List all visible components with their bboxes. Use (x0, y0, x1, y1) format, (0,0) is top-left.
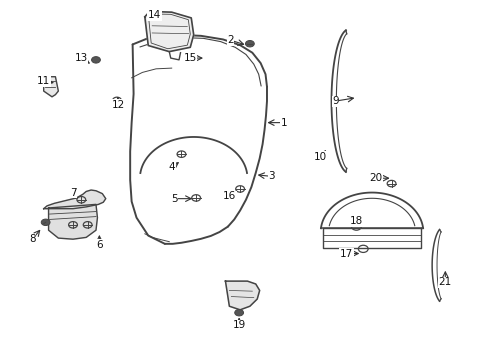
Text: 1: 1 (281, 118, 288, 128)
Text: 14: 14 (148, 10, 161, 20)
Text: 8: 8 (29, 234, 36, 244)
Text: 2: 2 (227, 35, 234, 45)
Text: 16: 16 (223, 191, 236, 201)
Text: 6: 6 (96, 239, 103, 249)
Polygon shape (49, 204, 98, 239)
Text: 7: 7 (70, 188, 76, 198)
Circle shape (245, 41, 254, 47)
Text: 17: 17 (340, 248, 353, 258)
Circle shape (92, 57, 100, 63)
Text: 10: 10 (314, 152, 327, 162)
Text: 21: 21 (439, 277, 452, 287)
Text: 13: 13 (74, 53, 88, 63)
Text: 19: 19 (233, 320, 246, 330)
Circle shape (41, 219, 50, 226)
Text: 4: 4 (169, 162, 175, 172)
Circle shape (235, 310, 244, 316)
Text: 9: 9 (332, 96, 339, 106)
Text: 18: 18 (350, 216, 363, 226)
Polygon shape (44, 77, 58, 97)
Polygon shape (44, 190, 106, 209)
Polygon shape (225, 281, 260, 310)
Polygon shape (145, 12, 194, 51)
Text: 3: 3 (269, 171, 275, 181)
Text: 12: 12 (111, 100, 124, 110)
Text: 11: 11 (37, 76, 50, 86)
Text: 20: 20 (369, 173, 383, 183)
Text: 15: 15 (184, 53, 197, 63)
Text: 5: 5 (171, 194, 177, 204)
